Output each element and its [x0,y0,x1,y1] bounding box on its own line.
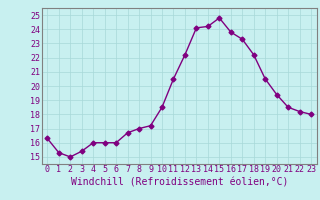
X-axis label: Windchill (Refroidissement éolien,°C): Windchill (Refroidissement éolien,°C) [70,177,288,187]
